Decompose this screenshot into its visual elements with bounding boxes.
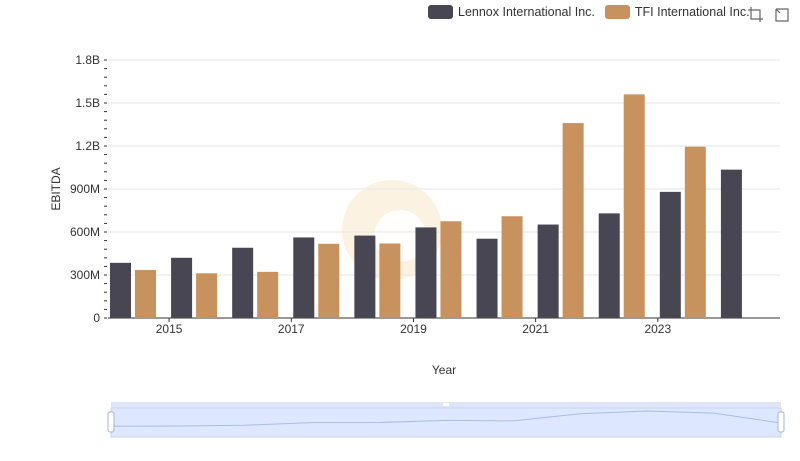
zoom-handle-left [107, 411, 115, 433]
toolbox [747, 6, 799, 23]
bar-tfi-2015 [196, 273, 218, 318]
legend: Lennox International Inc. TFI Internatio… [428, 3, 760, 21]
bar-tfi-2014 [135, 269, 156, 318]
bar-tfi-2020 [501, 216, 523, 318]
x-axis: 2015 2017 2019 2021 2023 [108, 317, 780, 336]
bar-lennox-2021 [537, 224, 559, 318]
y-tick-label: 600M [70, 225, 100, 239]
x-tick-label: 2021 [522, 322, 549, 336]
y-tick-label: 900M [70, 182, 100, 196]
legend-item-lennox[interactable]: Lennox International Inc. [428, 5, 595, 19]
bar-lennox-2018 [354, 235, 376, 318]
bar-tfi-2021 [562, 123, 584, 318]
data-zoom-icon[interactable] [747, 6, 764, 23]
bar-lennox-2022 [598, 213, 620, 318]
bar-lennox-2015 [171, 257, 193, 318]
zoom-drag-grip [443, 403, 449, 406]
zoom-window [110, 407, 782, 438]
y-axis-label: EBITDA [49, 167, 63, 210]
legend-swatch-lennox [428, 5, 453, 19]
bar-lennox-2020 [476, 238, 498, 318]
legend-label-lennox: Lennox International Inc. [458, 5, 595, 19]
bar-lennox-2016 [232, 247, 254, 318]
bars [110, 94, 742, 319]
x-tick-label: 2023 [644, 322, 671, 336]
bar-tfi-2023 [684, 146, 706, 318]
bar-tfi-2016 [257, 271, 279, 318]
restore-icon[interactable] [773, 6, 790, 23]
legend-item-tfi[interactable]: TFI International Inc. [604, 5, 750, 19]
x-tick-label: 2019 [400, 322, 427, 336]
x-tick-label: 2017 [278, 322, 305, 336]
bar-tfi-2022 [623, 94, 645, 319]
y-tick-label: 1.5B [75, 96, 100, 110]
zoom-overview-line [110, 410, 782, 427]
y-tick-label: 300M [70, 268, 100, 282]
y-tick-label: 1.2B [75, 139, 100, 153]
legend-swatch-tfi [604, 5, 630, 19]
x-tick-label: 2015 [156, 322, 183, 336]
bar-lennox-2017 [293, 237, 315, 318]
bar-lennox-2014 [110, 262, 131, 318]
zoom-handle-right [777, 411, 785, 433]
bar-tfi-2019 [440, 221, 462, 318]
bar-lennox-2023 [659, 191, 681, 318]
data-zoom-slider[interactable] [107, 402, 785, 438]
legend-label-tfi: TFI International Inc. [634, 5, 750, 19]
y-tick-label: 1.8B [75, 53, 100, 67]
y-tick-label: 0 [93, 311, 100, 325]
bar-tfi-2017 [318, 243, 340, 318]
x-axis-label: Year [432, 363, 456, 377]
bar-lennox-2019 [415, 227, 437, 318]
bar-tfi-2018 [379, 243, 401, 318]
y-axis: 0 300M 600M 900M 1.2B 1.5B 1.8B [70, 53, 107, 325]
bar-lennox-2024 [720, 169, 742, 318]
